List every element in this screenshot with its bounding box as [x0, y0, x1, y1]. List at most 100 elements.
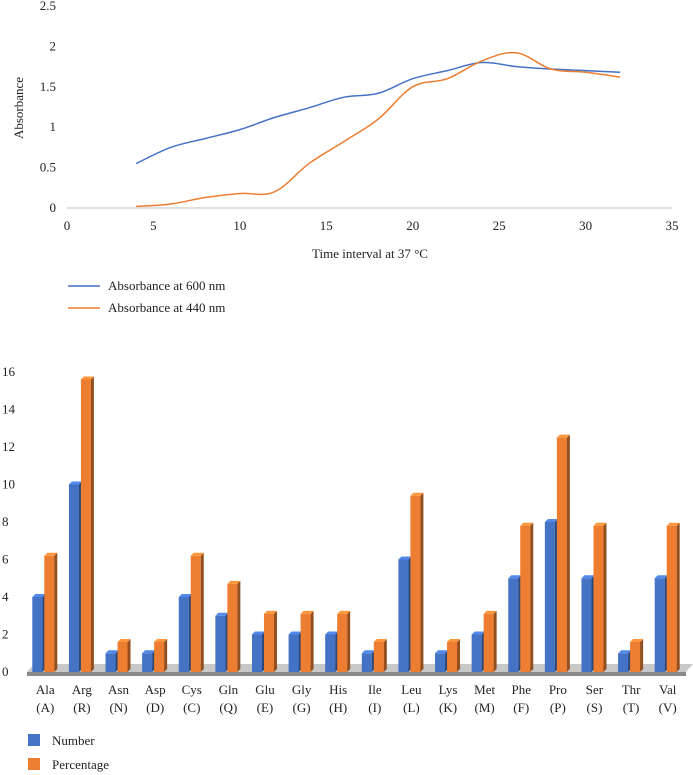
bar-category-label: Asp: [145, 682, 166, 697]
line-x-tick-label: 0: [64, 218, 71, 233]
bar-y-tick-label: 4: [2, 589, 9, 604]
bar-percentage-cys: [190, 552, 204, 672]
bar-percentage-gln: [227, 580, 241, 672]
bar-number-lys: [435, 650, 449, 672]
legend-label-440nm: Absorbance at 440 nm: [108, 300, 225, 315]
bar-number-phe: [508, 575, 522, 672]
bar-number-ile: [361, 650, 375, 672]
bar-category-code: (P): [550, 700, 566, 715]
series-line-600nm: [135, 61, 621, 165]
bar-y-tick-label: 14: [2, 402, 16, 417]
bar-category-label: Phe: [512, 682, 532, 697]
line-y-tick-label: 0: [50, 200, 57, 215]
bar-marks-group: [32, 376, 680, 672]
bar-category-label: Ala: [36, 682, 55, 697]
bar-number-asp: [142, 650, 156, 672]
line-y-tick-label: 2.5: [40, 0, 56, 13]
bar-percentage-val: [666, 522, 680, 672]
bar-category-code: (C): [183, 700, 200, 715]
line-x-ticks: 0 5 10 15 20 25 30 35: [64, 218, 679, 233]
bar-number-pro: [544, 519, 558, 672]
bar-category-code: (H): [329, 700, 347, 715]
bar-category-code: (K): [439, 700, 457, 715]
bar-percentage-arg: [80, 376, 94, 672]
bar-percentage-pro: [556, 434, 570, 672]
line-x-tick-label: 30: [579, 218, 592, 233]
bar-y-tick-label: 12: [2, 439, 15, 454]
bar-y-ticks: 0 2 4 6 8 10 12 14 16: [2, 364, 16, 679]
bar-y-tick-label: 16: [2, 364, 16, 379]
bar-category-label: Ser: [586, 682, 604, 697]
legend-swatch-number: [28, 734, 40, 746]
legend-swatch-percentage: [28, 758, 40, 770]
bar-category-code: (T): [623, 700, 640, 715]
line-x-axis-title: Time interval at 37 °C: [312, 246, 428, 261]
bar-number-val: [654, 575, 668, 672]
bar-category-label: Gly: [292, 682, 312, 697]
bar-number-gln: [215, 612, 229, 672]
line-series-group: [135, 51, 621, 208]
bar-category-label: Glu: [255, 682, 275, 697]
bar-category-code: (S): [587, 700, 603, 715]
bar-number-leu: [398, 556, 412, 672]
bar-category-label: Thr: [622, 682, 641, 697]
bar-number-thr: [618, 650, 632, 672]
bar-number-arg: [68, 481, 82, 672]
bar-category-label: Val: [659, 682, 677, 697]
bar-percentage-met: [483, 610, 497, 672]
bar-category-label: Pro: [549, 682, 567, 697]
bar-category-label: Ile: [368, 682, 382, 697]
line-chart: 0 0.5 1 1.5 2 2.5 0 5 10 15 20 25 30 35 Time interva…: [11, 0, 679, 315]
bar-category-code: (Q): [219, 700, 237, 715]
line-x-tick-label: 15: [320, 218, 333, 233]
bar-chart: 0 2 4 6 8 10 12 14 16 Ala (A) Arg (R) Asn (N) Asp (D) Cy…: [2, 364, 693, 772]
series-line-440nm: [136, 51, 621, 208]
bar-percentage-thr: [630, 639, 644, 672]
bar-number-glu: [251, 631, 265, 672]
bar-category-label: Met: [474, 682, 495, 697]
bar-number-ala: [32, 594, 46, 672]
bar-y-tick-label: 10: [2, 477, 15, 492]
bar-category-code: (R): [73, 700, 90, 715]
line-y-tick-label: 0.5: [40, 160, 56, 175]
bar-category-code: (G): [293, 700, 311, 715]
bar-category-code: (F): [513, 700, 529, 715]
bar-category-code: (M): [475, 700, 495, 715]
bar-y-tick-label: 2: [2, 627, 9, 642]
bar-category-label: Cys: [182, 682, 202, 697]
bar-category-code: (L): [403, 700, 420, 715]
bar-category-label: Arg: [72, 682, 92, 697]
line-legend: Absorbance at 600 nm Absorbance at 440 n…: [68, 278, 225, 315]
line-y-tick-label: 1.5: [40, 79, 56, 94]
line-y-ticks: 0 0.5 1 1.5 2 2.5: [40, 0, 56, 215]
bar-category-label: Leu: [401, 682, 422, 697]
bar-category-code: (A): [36, 700, 54, 715]
line-y-tick-label: 2: [50, 38, 57, 53]
bar-percentage-ile: [373, 639, 387, 672]
bar-y-tick-label: 6: [2, 552, 9, 567]
bar-y-tick-label: 8: [2, 514, 9, 529]
bar-category-code: (I): [368, 700, 381, 715]
bar-percentage-lys: [447, 639, 461, 672]
bar-number-cys: [178, 594, 192, 672]
bar-percentage-asn: [117, 639, 131, 672]
line-x-tick-label: 20: [406, 218, 419, 233]
bar-category-code: (E): [257, 700, 274, 715]
bar-percentage-leu: [410, 492, 424, 672]
bar-category-label: Asn: [108, 682, 129, 697]
line-x-tick-label: 5: [150, 218, 157, 233]
bar-number-asn: [105, 650, 119, 672]
bar-x-labels: Ala (A) Arg (R) Asn (N) Asp (D) Cys (C) Gln (Q) Glu (…: [36, 682, 677, 715]
legend-label-number: Number: [52, 733, 95, 748]
bar-y-tick-label: 0: [2, 664, 9, 679]
line-x-tick-label: 35: [666, 218, 679, 233]
bar-category-label: His: [329, 682, 347, 697]
bar-legend: Number Percentage: [28, 733, 109, 772]
bar-percentage-asp: [154, 639, 168, 672]
bar-category-code: (D): [146, 700, 164, 715]
bar-number-met: [471, 631, 485, 672]
bar-percentage-glu: [263, 610, 277, 672]
bar-category-code: (N): [110, 700, 128, 715]
bar-percentage-ser: [593, 522, 607, 672]
